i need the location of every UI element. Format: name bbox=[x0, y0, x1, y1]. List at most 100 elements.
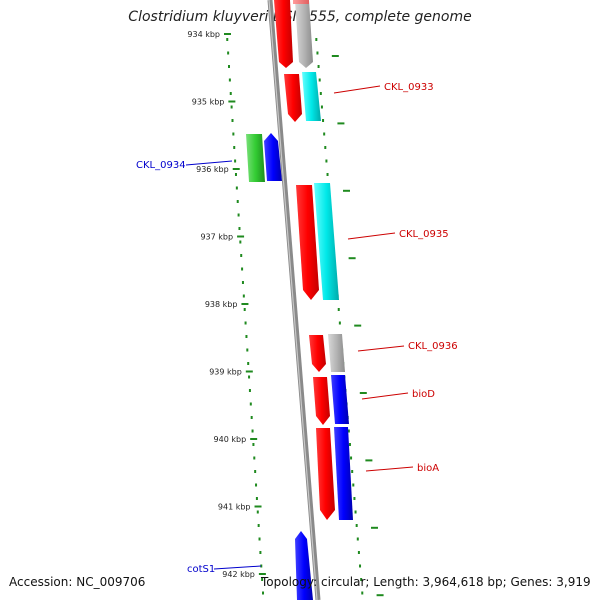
gene-feature-ckl-0934[interactable] bbox=[264, 133, 282, 181]
right-guide-dot bbox=[323, 132, 326, 136]
right-guide-dot bbox=[318, 78, 321, 82]
left-guide-dot bbox=[256, 510, 259, 514]
gene-label-cotS1[interactable]: cotS1 bbox=[187, 564, 215, 575]
gene-feature-ckl-0933[interactable] bbox=[302, 72, 321, 121]
gene-feature-ckl-0935-strand[interactable] bbox=[296, 185, 319, 300]
gene-feature-partial-grey[interactable] bbox=[295, 0, 313, 68]
scale-tick-label: 941 kbp bbox=[218, 503, 251, 512]
left-guide-dot bbox=[248, 375, 251, 379]
right-guide-dot bbox=[317, 65, 320, 68]
left-guide-dot bbox=[250, 416, 253, 419]
gene-feature-bioD-strand[interactable] bbox=[313, 377, 330, 425]
gene-feature-partial-pink[interactable] bbox=[293, 0, 309, 4]
scale-ticks: 934 kbp 935 kbp 936 kbp 937 kbp 938 kbp 939 k… bbox=[187, 30, 384, 597]
gene-feature-ckl-0936[interactable] bbox=[328, 334, 345, 372]
right-guide-dot bbox=[360, 578, 363, 581]
left-guide-dot bbox=[244, 321, 247, 325]
left-guide-dot bbox=[239, 240, 242, 244]
left-guide-dot bbox=[236, 200, 239, 203]
right-guide-dot bbox=[322, 119, 325, 122]
left-guide-dot bbox=[257, 524, 260, 527]
left-guide-dot bbox=[232, 132, 235, 136]
left-guide-dot bbox=[249, 402, 252, 406]
sequence-backbone-highlight bbox=[268, 0, 318, 600]
left-guide-dot bbox=[253, 456, 256, 460]
scale-tick-label: 940 kbp bbox=[214, 435, 247, 444]
scale-tick-label: 939 kbp bbox=[209, 368, 242, 377]
left-guide-dot bbox=[246, 348, 249, 352]
right-guide-dot bbox=[348, 443, 351, 446]
right-guide-dot bbox=[356, 537, 359, 541]
gene-feature-ckl-0935[interactable] bbox=[314, 183, 339, 300]
left-guide-dot bbox=[255, 497, 258, 500]
left-guide-dot bbox=[234, 173, 237, 176]
right-guide-dot bbox=[326, 173, 329, 176]
gene-label-ckl-0933[interactable]: CKL_0933 bbox=[384, 82, 434, 93]
left-guide-dot bbox=[238, 227, 241, 230]
left-guide-dot bbox=[255, 483, 258, 487]
gene-label-bioA[interactable]: bioA bbox=[417, 463, 439, 474]
scale-tick-label: 935 kbp bbox=[192, 98, 225, 107]
gene-labels: CKL_0933 CKL_0934 CKL_0935 CKL_0936 bioD… bbox=[136, 82, 458, 575]
right-guide-dot bbox=[337, 308, 340, 311]
right-guide-dot bbox=[350, 456, 353, 460]
label-leader-lines bbox=[185, 85, 414, 570]
leader-ckl-0935 bbox=[347, 232, 396, 240]
gene-feature-bioD[interactable] bbox=[331, 375, 349, 424]
left-guide-dot bbox=[258, 537, 261, 541]
scale-tick-label: 937 kbp bbox=[200, 233, 233, 242]
leader-ckl-0933 bbox=[333, 85, 381, 94]
right-guide-dot bbox=[355, 524, 358, 527]
left-guide-dot bbox=[241, 267, 244, 271]
gene-feature-cotS1[interactable] bbox=[295, 531, 313, 600]
left-guide-dot bbox=[251, 429, 254, 433]
gene-feature-bioA[interactable] bbox=[334, 427, 353, 520]
leader-ckl-0936 bbox=[357, 345, 405, 352]
left-guide-dot bbox=[226, 38, 229, 41]
sequence-backbone bbox=[267, 0, 321, 600]
left-guide-dot bbox=[235, 186, 238, 190]
gene-label-ckl-0935[interactable]: CKL_0935 bbox=[399, 229, 449, 240]
right-guide-dot bbox=[338, 321, 341, 325]
gene-label-bioD[interactable]: bioD bbox=[412, 389, 435, 400]
right-guide-dot bbox=[353, 497, 356, 500]
left-guide-dot bbox=[228, 65, 231, 68]
scale-tick-label: 938 kbp bbox=[205, 300, 238, 309]
right-guide-dot bbox=[351, 470, 354, 473]
gene-label-ckl-0934[interactable]: CKL_0934 bbox=[136, 160, 186, 171]
left-guide-dot bbox=[233, 146, 236, 149]
left-guide-dot bbox=[254, 470, 257, 473]
left-guide-dot bbox=[261, 578, 264, 581]
right-guide-dot bbox=[320, 105, 323, 109]
gene-feature-ckl-0933-strand[interactable] bbox=[284, 74, 302, 122]
gene-label-ckl-0936[interactable]: CKL_0936 bbox=[408, 341, 458, 352]
gene-feature-partial-red[interactable] bbox=[274, 0, 293, 68]
genome-summary-text: Topology: circular; Length: 3,964,618 bp… bbox=[261, 575, 591, 589]
gene-feature-green[interactable] bbox=[246, 134, 265, 182]
left-guide-dot bbox=[248, 389, 251, 392]
leader-bioD bbox=[361, 392, 409, 400]
scale-tick-label: 936 kbp bbox=[196, 165, 229, 174]
left-guide-dot bbox=[245, 335, 248, 338]
right-guide-dot bbox=[324, 146, 327, 149]
left-guide-dot bbox=[241, 281, 244, 284]
left-guide-dot bbox=[240, 254, 243, 257]
left-guide-dot bbox=[262, 591, 265, 595]
left-guide-dot bbox=[260, 564, 263, 568]
left-guide-dot bbox=[234, 159, 237, 163]
right-guide-dot bbox=[315, 38, 318, 41]
left-guide-dot bbox=[231, 119, 234, 122]
left-guide-dot bbox=[242, 294, 245, 298]
right-guide-dot bbox=[354, 510, 357, 514]
gene-feature-bioA-strand[interactable] bbox=[316, 428, 335, 520]
gene-feature-ckl-0936-strand[interactable] bbox=[309, 335, 326, 372]
leader-ckl-0934 bbox=[185, 160, 233, 166]
right-guide-dot bbox=[319, 92, 322, 95]
right-guide-dot bbox=[347, 429, 350, 433]
left-guide-dot bbox=[259, 551, 262, 554]
left-guide-dot bbox=[230, 105, 233, 109]
gene-features bbox=[246, 0, 353, 600]
right-guide-dot bbox=[359, 564, 362, 568]
right-guide-dot bbox=[316, 51, 319, 55]
left-guide-dot bbox=[228, 78, 231, 82]
